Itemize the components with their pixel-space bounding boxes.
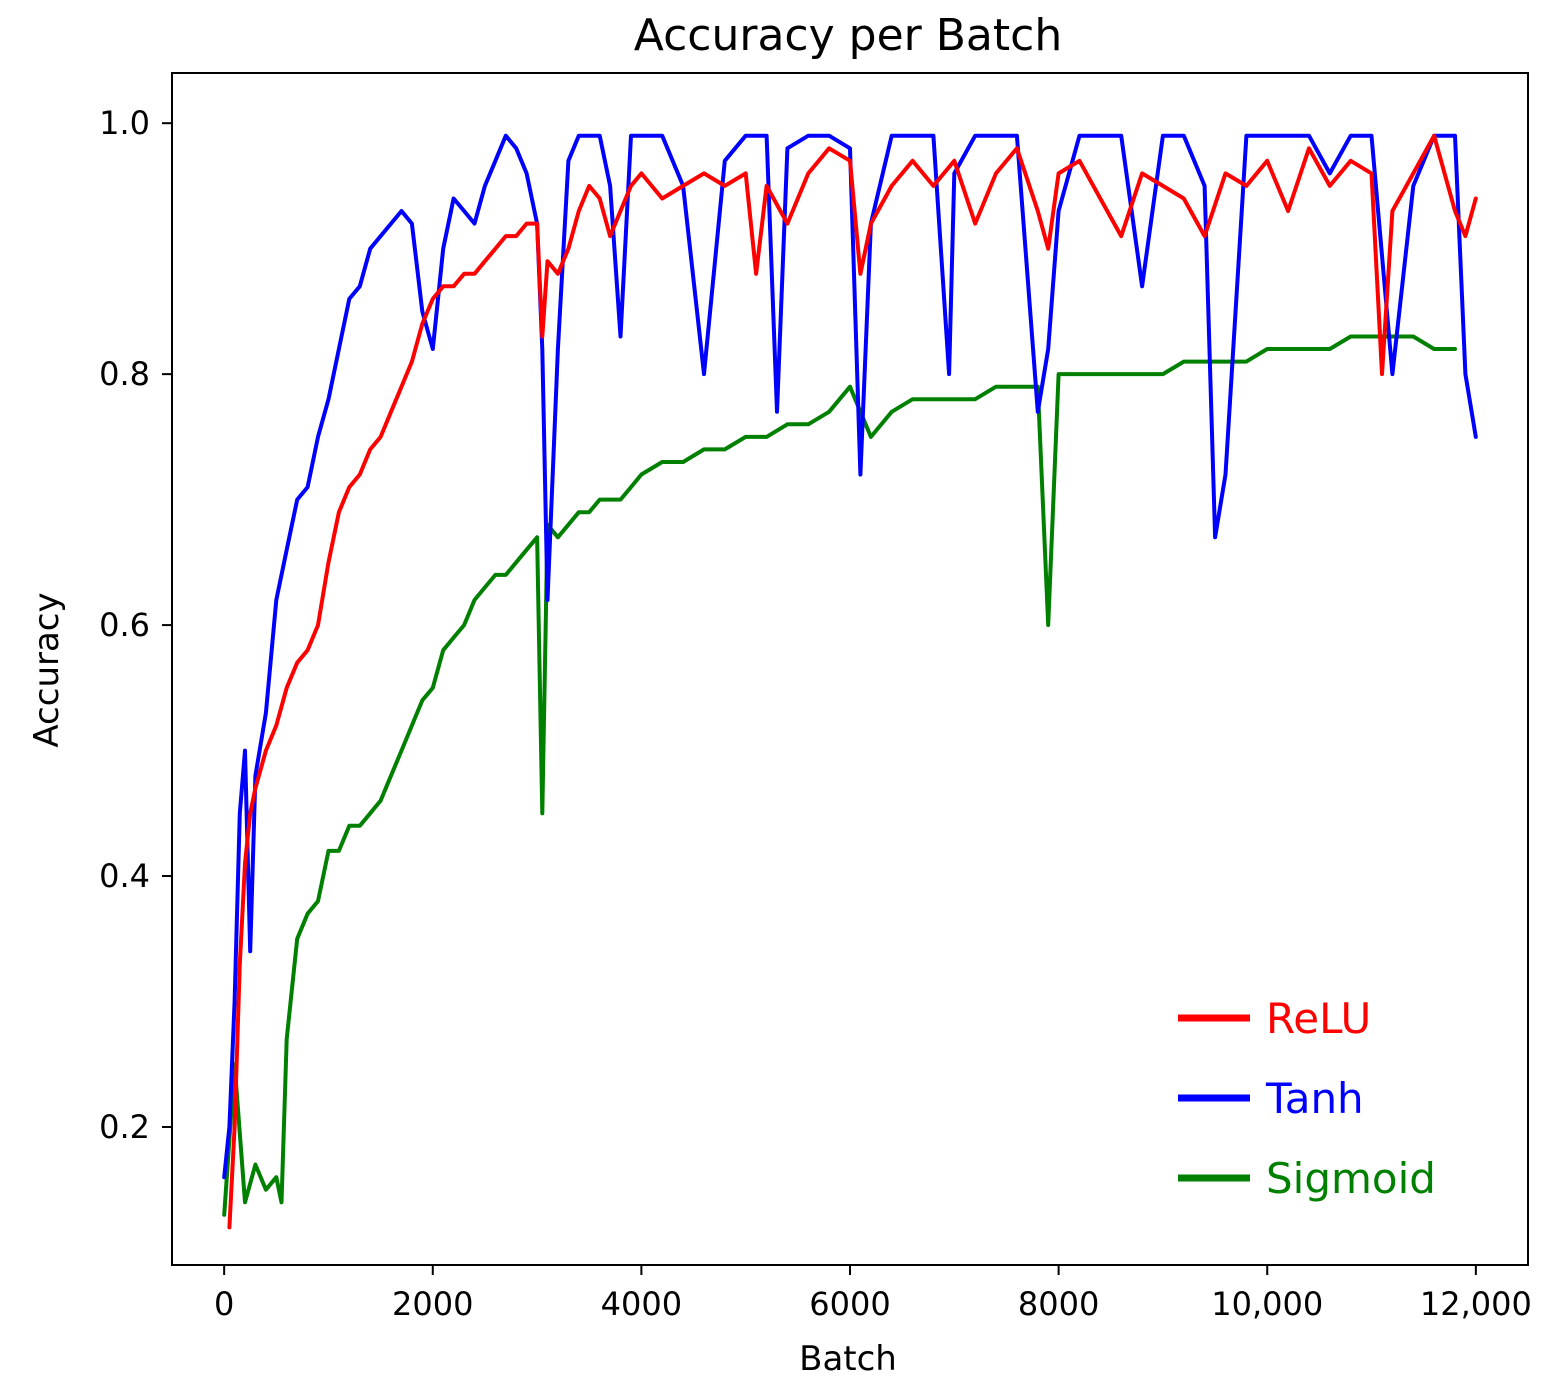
x-axis: 0 2000 4000 6000 8000 10,000 12,000 <box>214 1265 1532 1323</box>
legend: ReLU Tanh Sigmoid <box>1178 994 1436 1203</box>
y-tick-label: 0.2 <box>99 1108 150 1146</box>
x-tick-label: 4000 <box>601 1285 682 1323</box>
x-tick-label: 8000 <box>1018 1285 1099 1323</box>
x-tick-label: 0 <box>214 1285 234 1323</box>
y-tick-label: 1.0 <box>99 104 150 142</box>
series-line-relu <box>227 133 1478 1230</box>
x-axis-label: Batch <box>799 1339 897 1379</box>
series-line-sigmoid <box>222 334 1457 1217</box>
x-tick-label: 6000 <box>809 1285 890 1323</box>
y-axis-label: Accuracy <box>27 592 67 747</box>
chart-title: Accuracy per Batch <box>634 10 1062 61</box>
x-tick-label: 10,000 <box>1211 1285 1323 1323</box>
y-tick-label: 0.4 <box>99 857 150 895</box>
legend-label-tanh: Tanh <box>1265 1074 1364 1123</box>
y-axis: 0.2 0.4 0.6 0.8 1.0 <box>99 104 172 1146</box>
legend-label-relu: ReLU <box>1266 994 1371 1043</box>
series-line-tanh <box>222 133 1478 1180</box>
series-layer <box>222 133 1478 1230</box>
x-tick-label: 2000 <box>392 1285 473 1323</box>
y-tick-label: 0.8 <box>99 355 150 393</box>
y-tick-label: 0.6 <box>99 606 150 644</box>
x-tick-label: 12,000 <box>1420 1285 1532 1323</box>
legend-label-sigmoid: Sigmoid <box>1266 1154 1436 1203</box>
